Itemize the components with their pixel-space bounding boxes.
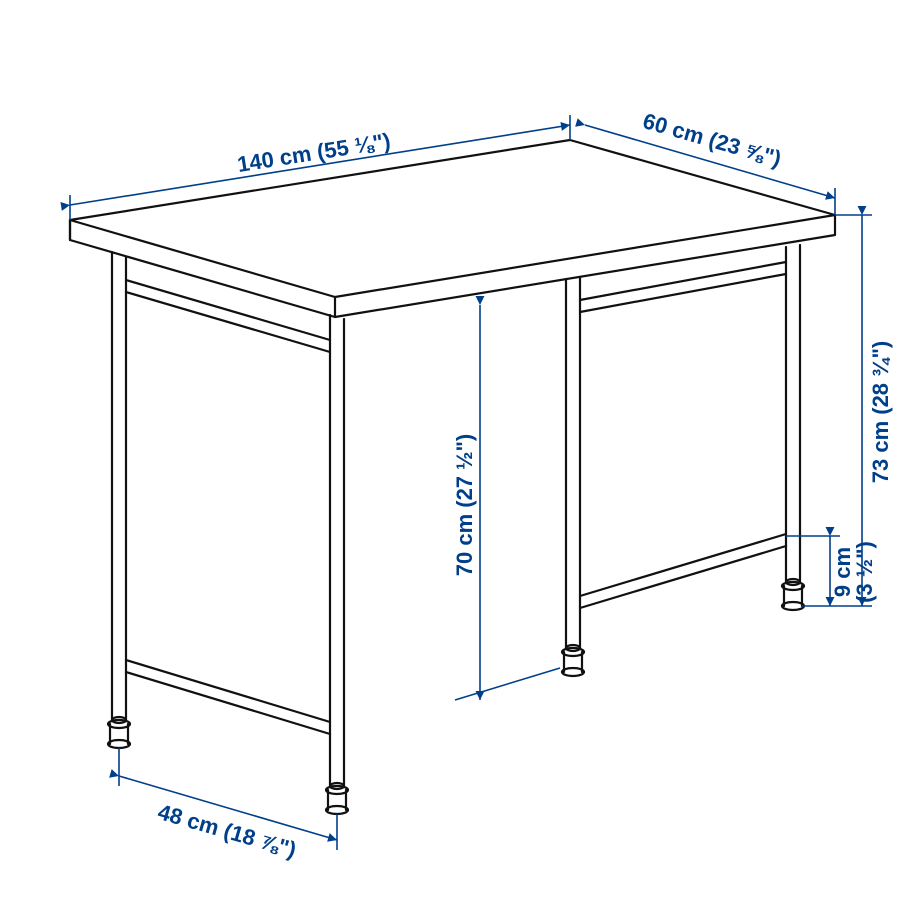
- dimension-labels: 140 cm (55 ⅛") 60 cm (23 ⅝") 73 cm (28 ¾…: [155, 108, 893, 862]
- dim-under-label: 70 cm (27 ½"): [452, 434, 477, 577]
- dim-foot-label-l2: (3 ½"): [852, 541, 877, 603]
- dim-height-label: 73 cm (28 ¾"): [868, 341, 893, 484]
- dim-length-label: 140 cm (55 ⅛"): [235, 128, 392, 177]
- dim-legspan-label: 48 cm (18 ⅞"): [155, 799, 299, 862]
- dim-length-line: [70, 125, 570, 205]
- dimension-diagram: 140 cm (55 ⅛") 60 cm (23 ⅝") 73 cm (28 ¾…: [0, 0, 900, 900]
